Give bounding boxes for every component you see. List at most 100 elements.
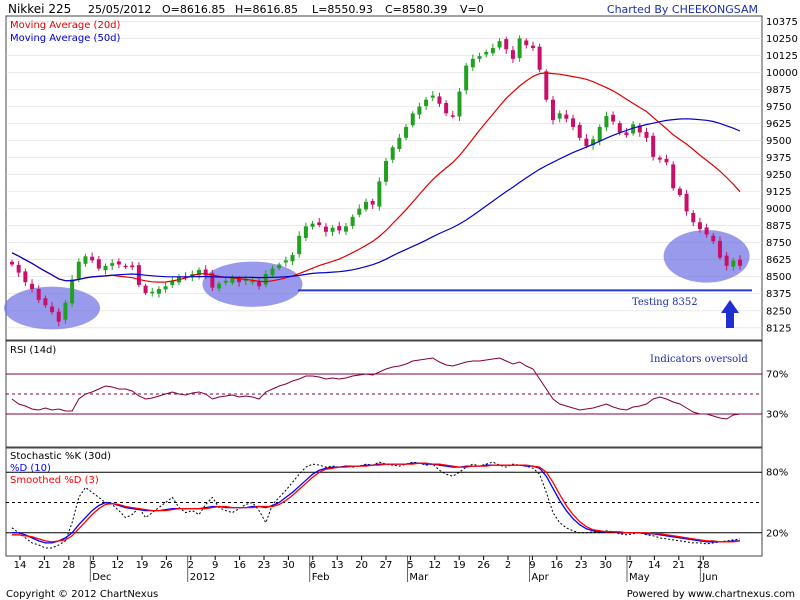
candle-body	[644, 131, 649, 138]
stoch-levels: 80% 20%	[6, 468, 788, 539]
candle-body	[156, 288, 161, 294]
candle-body	[377, 181, 382, 207]
candle-body	[731, 260, 736, 267]
candle-body	[330, 227, 335, 232]
x-day-label: 19	[453, 560, 466, 571]
symbol-label: Nikkei 225	[8, 2, 71, 16]
stoch-lines	[11, 461, 741, 549]
candle-body	[350, 216, 355, 226]
x-day-label: 21	[672, 560, 685, 571]
stoch-series-2	[12, 462, 741, 543]
candle-body	[457, 91, 462, 117]
x-month-label: Dec	[92, 572, 111, 583]
x-day-label: 14	[648, 560, 661, 571]
candle-body	[10, 261, 14, 265]
candle-body	[444, 102, 449, 114]
y-tick-label: 9125	[766, 187, 791, 198]
x-day-label: 16	[233, 560, 246, 571]
y-tick-label: 9500	[766, 136, 791, 147]
volume-label: V=0	[460, 3, 484, 16]
candle-body	[30, 283, 35, 289]
high-label: H=8616.85	[235, 3, 298, 16]
x-day-label: 9	[212, 560, 218, 571]
candle-body	[363, 201, 368, 210]
moving-average-lines	[11, 72, 741, 283]
highlight-ellipses	[4, 229, 750, 330]
x-day-label: 19	[136, 560, 149, 571]
y-tick-label: 9750	[766, 102, 791, 113]
y-tick-label: 8375	[766, 289, 791, 300]
candle-body	[50, 306, 55, 313]
candle-body	[337, 226, 342, 231]
candle-body	[611, 114, 616, 122]
candle-body	[470, 58, 475, 68]
x-day-label: 27	[380, 560, 393, 571]
candle-body	[270, 268, 275, 276]
x-day-label: 6	[310, 560, 316, 571]
candle-body	[577, 124, 582, 138]
candlestick-series	[10, 35, 742, 327]
candle-body	[303, 226, 308, 238]
stoch-series-0	[11, 461, 741, 549]
rsi-annotation: Indicators oversold	[650, 354, 748, 365]
candle-body	[143, 285, 148, 294]
candle-body	[116, 261, 121, 265]
candle-body	[310, 223, 315, 227]
candle-body	[43, 298, 48, 306]
candle-body	[397, 137, 402, 149]
y-tick-label: 9000	[766, 204, 791, 215]
price-y-axis: 10375 10250 10125 10000 9875 9750 9625 9500 9375…	[766, 17, 798, 334]
support-annotation: Testing 8352	[632, 297, 698, 308]
candle-body	[651, 135, 656, 157]
candle-body	[76, 261, 81, 279]
candle-body	[671, 164, 676, 189]
stoch-title: Stochastic %K (30d)	[10, 451, 111, 462]
candle-body	[410, 113, 415, 126]
candle-body	[597, 126, 602, 142]
x-day-label: 30	[599, 560, 612, 571]
candle-body	[584, 138, 589, 146]
x-day-label: 12	[428, 560, 441, 571]
y-tick-label: 9875	[766, 85, 791, 96]
candle-body	[477, 56, 482, 59]
candle-body	[677, 188, 682, 196]
candle-body	[110, 263, 115, 266]
ma50-line	[11, 118, 741, 282]
candle-body	[163, 286, 168, 290]
candle-body	[90, 256, 95, 261]
candle-body	[631, 124, 636, 134]
powered-label: Powered by www.chartnexus.com	[627, 589, 795, 600]
stoch-d-label: %D (10)	[10, 463, 51, 474]
y-tick-label: 9625	[766, 119, 791, 130]
x-day-label: 14	[14, 560, 27, 571]
rsi-path	[11, 357, 741, 420]
y-tick-label: 8250	[766, 306, 791, 317]
candle-body	[510, 50, 515, 59]
candle-body	[591, 139, 596, 146]
candle-body	[223, 280, 228, 283]
x-day-label: 26	[160, 560, 173, 571]
x-day-label: 5	[90, 560, 96, 571]
y-tick-label: 9250	[766, 170, 791, 181]
y-tick-label: 10125	[766, 51, 798, 62]
candle-body	[624, 132, 629, 136]
candle-body	[277, 264, 282, 269]
candle-body	[557, 113, 562, 119]
candle-body	[150, 291, 155, 294]
x-day-label: 28	[697, 560, 710, 571]
x-day-label: 30	[282, 560, 295, 571]
rsi-level-label: 30%	[766, 410, 788, 421]
x-day-label: 16	[550, 560, 563, 571]
candle-body	[290, 254, 295, 262]
candle-body	[357, 208, 362, 215]
y-tick-label: 10250	[766, 34, 798, 45]
x-day-label: 23	[575, 560, 588, 571]
candle-body	[404, 126, 409, 138]
candle-body	[537, 46, 542, 70]
price-panel-frame	[5, 15, 763, 341]
candle-body	[283, 260, 288, 263]
x-day-label: 21	[38, 560, 51, 571]
candle-body	[711, 235, 716, 242]
candle-body	[23, 271, 28, 283]
